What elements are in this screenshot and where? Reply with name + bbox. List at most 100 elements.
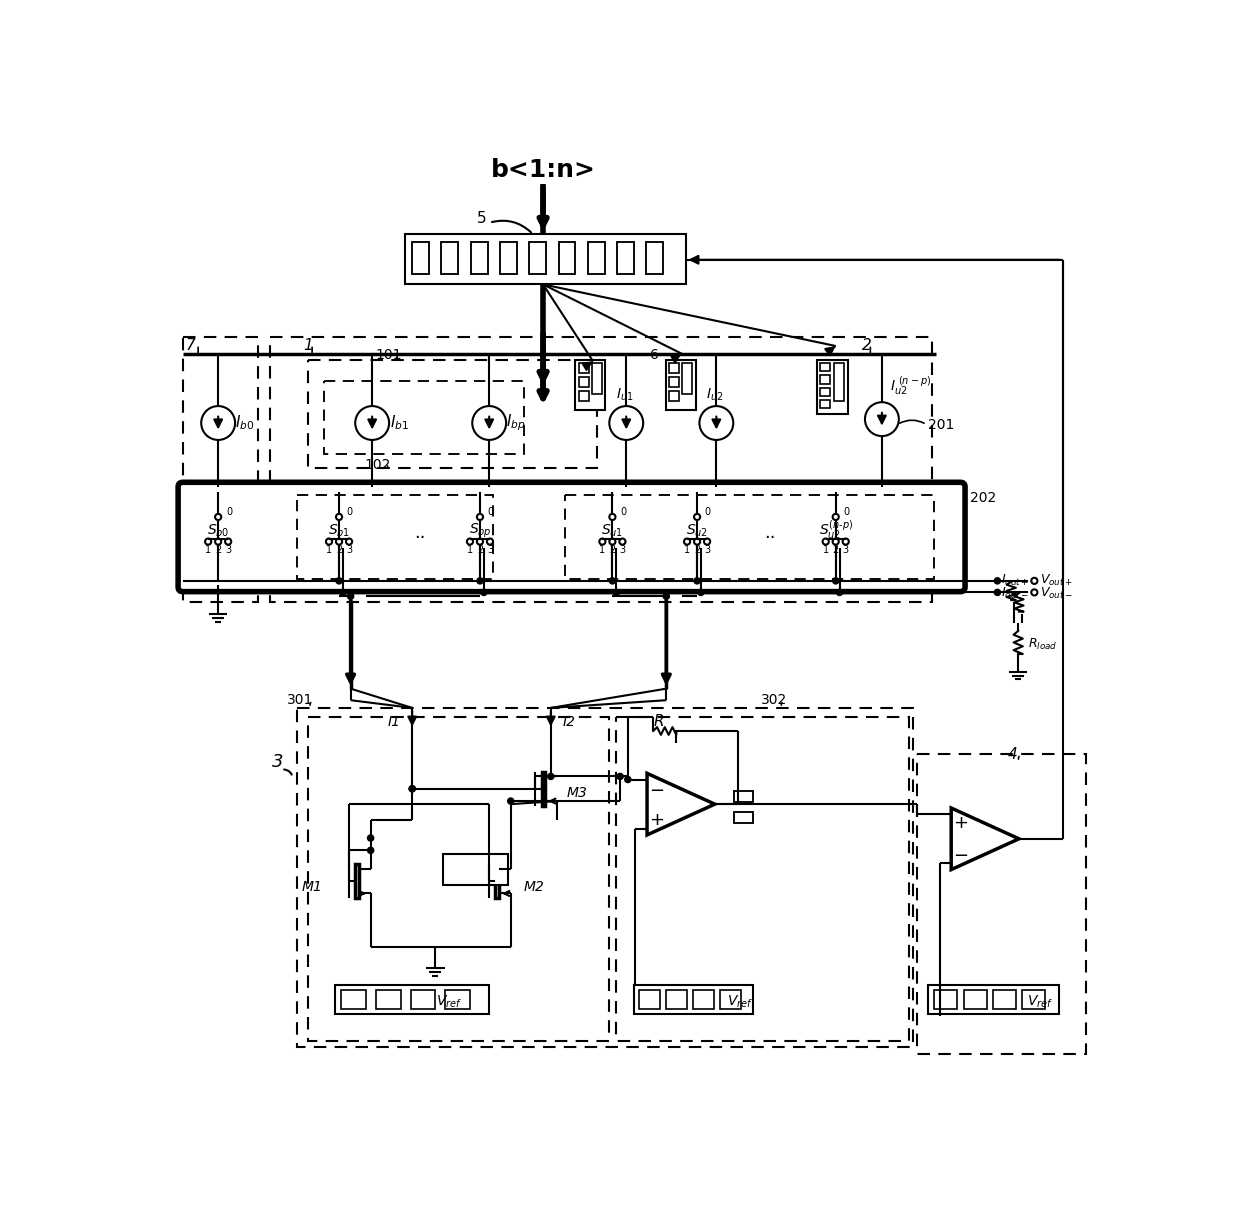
Text: $S_{bp}$: $S_{bp}$	[469, 521, 491, 539]
Bar	[646, 242, 663, 275]
Text: 0: 0	[843, 508, 849, 518]
Text: $+$: $+$	[952, 814, 968, 832]
Text: 302: 302	[761, 694, 787, 707]
Text: 2: 2	[477, 546, 484, 555]
Bar	[734, 791, 753, 802]
Text: $V_{out-}$: $V_{out-}$	[1040, 586, 1073, 600]
Bar	[640, 990, 660, 1008]
Circle shape	[994, 578, 1001, 584]
Circle shape	[618, 774, 624, 780]
Bar	[993, 990, 1016, 1008]
Text: $S_{u2}$: $S_{u2}$	[686, 522, 708, 539]
Text: 0: 0	[620, 508, 626, 518]
Text: 2: 2	[832, 546, 838, 555]
Text: $R_{load}$: $R_{load}$	[1028, 637, 1058, 652]
Text: 2: 2	[694, 546, 701, 555]
Bar	[821, 388, 831, 396]
Text: $S_{u2}^{(n\text{-}p)}$: $S_{u2}^{(n\text{-}p)}$	[818, 519, 853, 542]
Bar	[500, 242, 517, 275]
Circle shape	[340, 589, 346, 595]
Bar	[817, 360, 848, 414]
Bar	[835, 363, 844, 401]
Text: $I_{out-}$: $I_{out-}$	[1001, 586, 1029, 600]
Bar	[666, 360, 696, 409]
Text: $S_{b1}$: $S_{b1}$	[327, 522, 350, 539]
Text: $I_{bp}$: $I_{bp}$	[506, 413, 526, 434]
Circle shape	[367, 847, 373, 853]
Bar	[495, 864, 500, 898]
Text: 1: 1	[684, 546, 691, 555]
Text: I2: I2	[563, 714, 575, 729]
Text: ..: ..	[414, 524, 425, 542]
Circle shape	[663, 593, 670, 599]
Bar	[404, 234, 686, 284]
Bar	[934, 990, 957, 1008]
Text: 1: 1	[822, 546, 828, 555]
Text: 1: 1	[304, 339, 314, 354]
Bar	[529, 242, 546, 275]
Text: 3: 3	[704, 546, 711, 555]
FancyBboxPatch shape	[179, 482, 965, 592]
Bar	[471, 242, 487, 275]
Text: 3: 3	[226, 546, 231, 555]
Circle shape	[609, 578, 615, 584]
Text: 1: 1	[467, 546, 472, 555]
Bar	[575, 360, 605, 409]
Text: I1: I1	[388, 714, 401, 729]
Text: $I_{u2}^{\ (n-p)}$: $I_{u2}^{\ (n-p)}$	[889, 375, 931, 399]
Bar	[564, 496, 934, 578]
Text: 202: 202	[971, 491, 997, 505]
Circle shape	[548, 774, 554, 780]
Bar	[693, 990, 714, 1008]
Text: $V_{ref}$: $V_{ref}$	[436, 994, 463, 1010]
Text: 1: 1	[205, 546, 211, 555]
Bar	[579, 377, 589, 386]
Circle shape	[613, 589, 619, 595]
Text: $+$: $+$	[649, 810, 663, 829]
Bar	[296, 496, 494, 578]
Text: 2: 2	[336, 546, 342, 555]
Text: 3: 3	[843, 546, 848, 555]
Circle shape	[367, 835, 373, 841]
Bar	[963, 990, 987, 1008]
Text: 0: 0	[487, 508, 494, 518]
Bar	[182, 337, 258, 603]
Text: 301: 301	[288, 694, 314, 707]
Text: 0: 0	[704, 508, 711, 518]
Text: 2: 2	[862, 339, 872, 354]
Circle shape	[507, 798, 513, 804]
Text: $S_{b0}$: $S_{b0}$	[207, 522, 229, 539]
Circle shape	[409, 786, 415, 792]
Text: 2: 2	[215, 546, 221, 555]
Bar	[720, 990, 742, 1008]
Text: 6: 6	[650, 349, 660, 362]
Bar	[579, 391, 589, 401]
Circle shape	[837, 589, 843, 595]
Text: M2: M2	[523, 881, 544, 894]
Bar	[335, 985, 490, 1015]
Text: b<1:n>: b<1:n>	[491, 158, 595, 182]
Text: $I_{u2}$: $I_{u2}$	[706, 388, 724, 403]
Circle shape	[832, 578, 838, 584]
Text: 3: 3	[619, 546, 625, 555]
Text: $-$: $-$	[952, 846, 968, 863]
Text: $-$: $-$	[649, 780, 663, 798]
Bar	[734, 812, 753, 823]
Bar	[443, 854, 508, 885]
Text: 1: 1	[326, 546, 332, 555]
Text: $V_{out+}$: $V_{out+}$	[1040, 572, 1073, 588]
Bar	[341, 990, 366, 1008]
Text: 7: 7	[186, 339, 196, 354]
Bar	[916, 755, 1086, 1055]
Text: ..: ..	[765, 524, 776, 542]
Bar	[309, 360, 596, 468]
Bar	[324, 380, 523, 453]
Bar	[670, 363, 680, 373]
Bar	[588, 242, 605, 275]
Text: 201: 201	[928, 418, 955, 431]
Bar	[445, 990, 470, 1008]
Bar	[666, 990, 687, 1008]
Circle shape	[698, 589, 704, 595]
Text: 1: 1	[599, 546, 605, 555]
Text: $I_{u1}$: $I_{u1}$	[616, 388, 634, 403]
